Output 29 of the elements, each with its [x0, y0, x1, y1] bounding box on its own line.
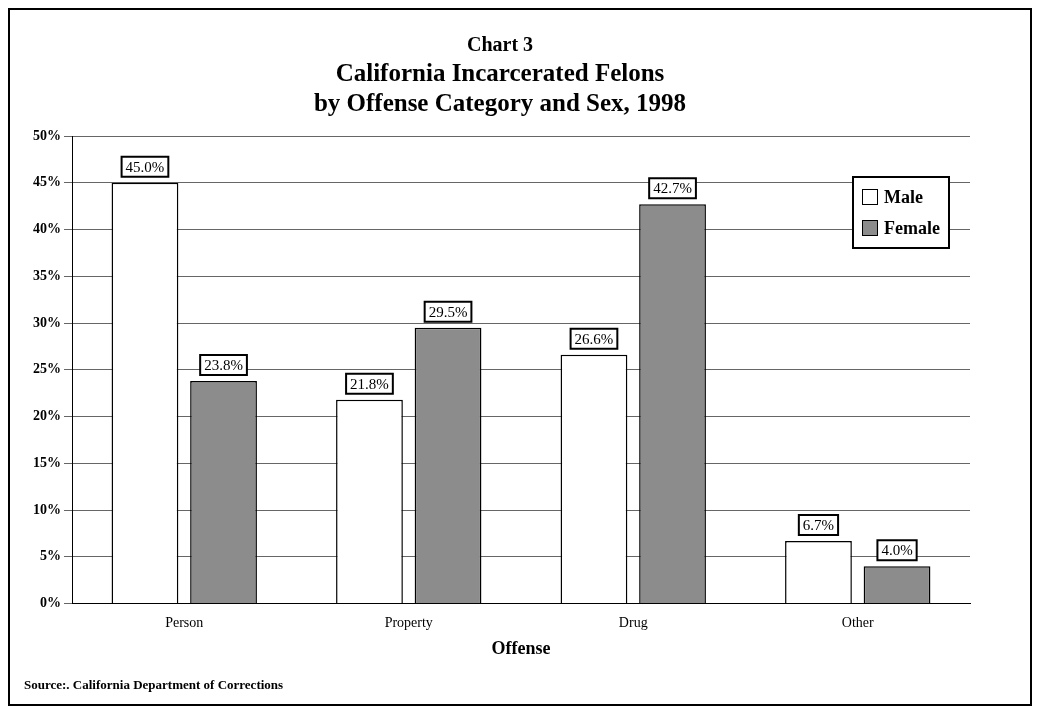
data-label: 21.8%: [350, 375, 389, 392]
y-tick-label: 0%: [40, 595, 61, 611]
data-label: 23.8%: [204, 356, 243, 373]
data-label: 42.7%: [653, 180, 692, 197]
legend-label: Female: [884, 216, 940, 240]
y-tick-label: 25%: [33, 361, 61, 377]
y-tick-label: 5%: [40, 548, 61, 564]
y-tick-label: 20%: [33, 408, 61, 424]
y-tick-label: 10%: [33, 501, 61, 517]
data-label: 45.0%: [125, 158, 165, 175]
data-label: 26.6%: [574, 330, 614, 347]
x-tick-label: Person: [165, 614, 204, 630]
chart-subtitle: California Incarcerated Felons by Offense Category and Sex, 1998: [313, 59, 687, 117]
data-label: 6.7%: [802, 516, 835, 533]
x-tick-label: Other: [841, 614, 875, 630]
y-tick-label: 45%: [33, 174, 61, 190]
y-tick-label: 15%: [33, 454, 61, 470]
source-note: Source:. California Department of Corrections: [24, 676, 284, 692]
data-label: 29.5%: [428, 303, 468, 320]
x-tick-label: Drug: [618, 614, 648, 630]
x-tick-label: Property: [384, 614, 433, 630]
data-label: 4.0%: [881, 542, 913, 559]
y-tick-label: 40%: [33, 221, 61, 237]
text: Male: [884, 186, 924, 209]
y-tick-label: 30%: [33, 314, 61, 330]
y-tick-label: 35%: [33, 267, 61, 283]
y-tick-label: 50%: [33, 127, 61, 143]
x-axis-title: Offense: [491, 637, 551, 658]
chart-title: Chart 3: [466, 33, 534, 56]
